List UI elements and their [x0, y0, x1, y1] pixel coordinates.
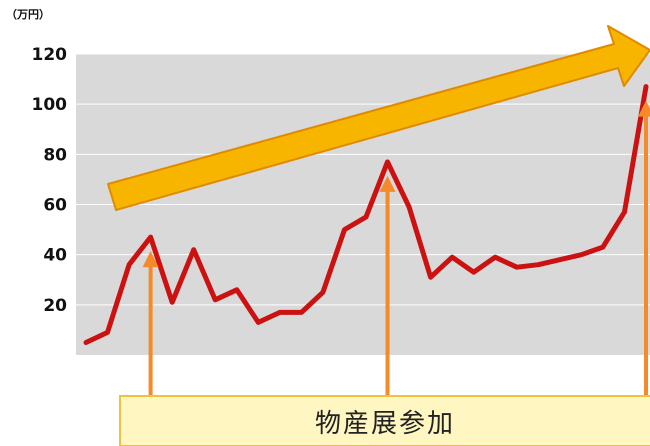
callout-box-group: 物産展参加 — [119, 395, 650, 446]
y-axis-ticks: 20 40 60 80 100 120 — [32, 45, 68, 316]
callout-box — [119, 395, 650, 446]
y-tick-label: 100 — [32, 95, 68, 115]
series-line-group — [83, 84, 649, 345]
y-tick-label: 20 — [43, 296, 67, 316]
y-tick-label: 80 — [43, 145, 67, 165]
y-tick-label: 60 — [43, 196, 67, 216]
callout-label: 物産展参加 — [315, 409, 455, 439]
callout-arrows — [142, 100, 650, 397]
series-line — [83, 84, 649, 345]
y-tick-label: 40 — [43, 246, 67, 266]
callout-arrow-head — [379, 175, 396, 192]
trend-arrow-group — [107, 25, 650, 211]
callout-arrow-head — [638, 100, 650, 117]
y-axis-unit-label: （万円） — [6, 8, 50, 21]
trend-arrow — [107, 25, 650, 211]
y-tick-label: 120 — [32, 45, 68, 65]
grid-lines — [76, 53, 650, 306]
callout-arrow-head — [142, 251, 159, 268]
